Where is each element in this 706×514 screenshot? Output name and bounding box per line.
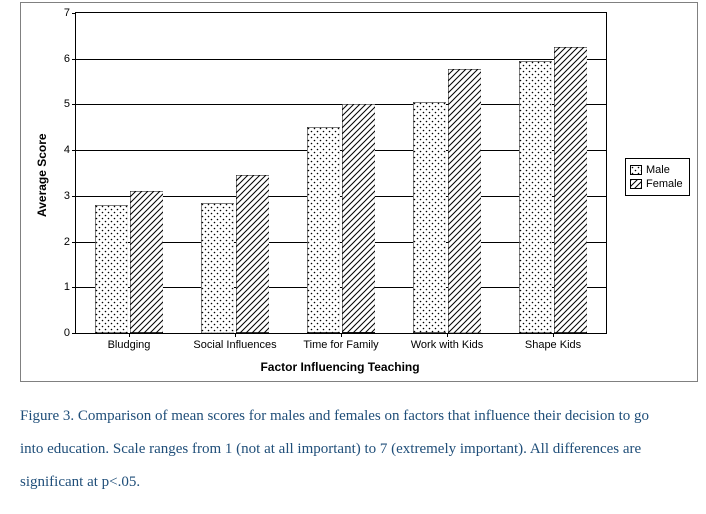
- x-axis-label: Factor Influencing Teaching: [75, 360, 605, 374]
- y-tick-label: 6: [64, 53, 70, 65]
- legend: MaleFemale: [625, 158, 690, 196]
- y-tick-label: 0: [64, 327, 70, 339]
- gridline: [76, 59, 606, 60]
- x-tick-label: Bludging: [108, 339, 151, 351]
- x-tick-label: Time for Family: [303, 339, 378, 351]
- legend-swatch: [630, 165, 642, 175]
- y-tick-label: 4: [64, 144, 70, 156]
- bar-female: [130, 191, 163, 333]
- plot-area: 01234567BludgingSocial InfluencesTime fo…: [75, 12, 607, 334]
- y-tick-label: 1: [64, 281, 70, 293]
- legend-swatch: [630, 179, 642, 189]
- x-tick-label: Shape Kids: [525, 339, 581, 351]
- bar-male: [307, 127, 340, 333]
- x-tick-label: Social Influences: [193, 339, 276, 351]
- y-tick-label: 2: [64, 236, 70, 248]
- legend-label: Male: [646, 163, 670, 177]
- bar-female: [236, 175, 269, 333]
- y-tick-label: 7: [64, 7, 70, 19]
- figure-caption: Figure 3. Comparison of mean scores for …: [20, 400, 676, 499]
- legend-label: Female: [646, 177, 683, 191]
- bar-female: [342, 104, 375, 333]
- bar-male: [519, 61, 552, 333]
- y-tick-label: 3: [64, 190, 70, 202]
- chart-container: 0 1 2 3 4 5 6 7 Bludging Social Influences Time fo…: [0, 0, 706, 390]
- bar-female: [554, 47, 587, 333]
- y-axis-label: Average Score: [35, 133, 49, 217]
- bar-male: [201, 203, 234, 333]
- legend-item: Male: [630, 163, 683, 177]
- x-tick-label: Work with Kids: [411, 339, 484, 351]
- bar-male: [413, 102, 446, 333]
- bar-female: [448, 69, 481, 333]
- legend-item: Female: [630, 177, 683, 191]
- bar-male: [95, 205, 128, 333]
- y-tick-label: 5: [64, 98, 70, 110]
